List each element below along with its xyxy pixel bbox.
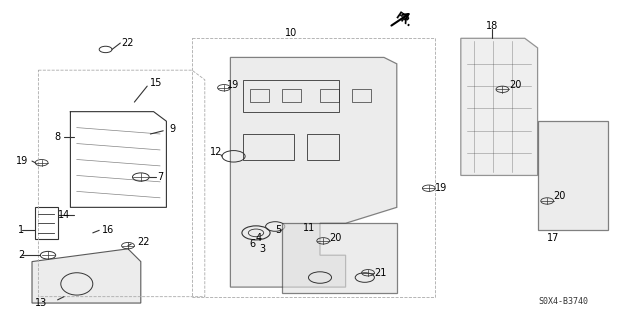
- Text: 19: 19: [16, 156, 28, 166]
- Text: 22: 22: [138, 237, 150, 248]
- Bar: [250, 89, 269, 102]
- Text: 11: 11: [303, 223, 315, 233]
- Text: 16: 16: [102, 225, 115, 235]
- Text: 5: 5: [275, 225, 282, 235]
- Text: 20: 20: [554, 191, 566, 201]
- Text: 12: 12: [210, 146, 222, 157]
- Text: 13: 13: [35, 298, 47, 308]
- Polygon shape: [282, 223, 397, 293]
- Text: 20: 20: [509, 79, 521, 90]
- Bar: [243, 80, 339, 112]
- Bar: [307, 134, 339, 160]
- Text: 2: 2: [18, 250, 24, 260]
- Polygon shape: [32, 249, 141, 303]
- Text: 9: 9: [170, 124, 176, 134]
- Bar: [282, 89, 301, 102]
- Text: 4: 4: [256, 233, 262, 243]
- Bar: [243, 134, 294, 160]
- Text: 20: 20: [330, 233, 342, 243]
- Text: 6: 6: [250, 239, 256, 249]
- Text: 7: 7: [157, 172, 163, 182]
- Text: 8: 8: [54, 132, 61, 142]
- Text: 3: 3: [259, 244, 266, 254]
- Polygon shape: [538, 121, 608, 230]
- Text: 19: 19: [435, 183, 447, 193]
- Text: 21: 21: [374, 268, 387, 278]
- Text: 18: 18: [486, 20, 499, 31]
- Text: 10: 10: [285, 28, 297, 39]
- Text: 22: 22: [122, 38, 134, 48]
- Text: 19: 19: [227, 79, 239, 90]
- Text: 15: 15: [150, 78, 163, 88]
- Text: 1: 1: [18, 225, 24, 235]
- Text: 14: 14: [58, 210, 70, 220]
- Polygon shape: [461, 38, 538, 175]
- Polygon shape: [230, 57, 397, 287]
- Bar: [352, 89, 371, 102]
- Text: 17: 17: [547, 233, 559, 243]
- Text: S0X4-B3740: S0X4-B3740: [538, 297, 588, 306]
- Text: FR.: FR.: [393, 11, 413, 29]
- Bar: [320, 89, 339, 102]
